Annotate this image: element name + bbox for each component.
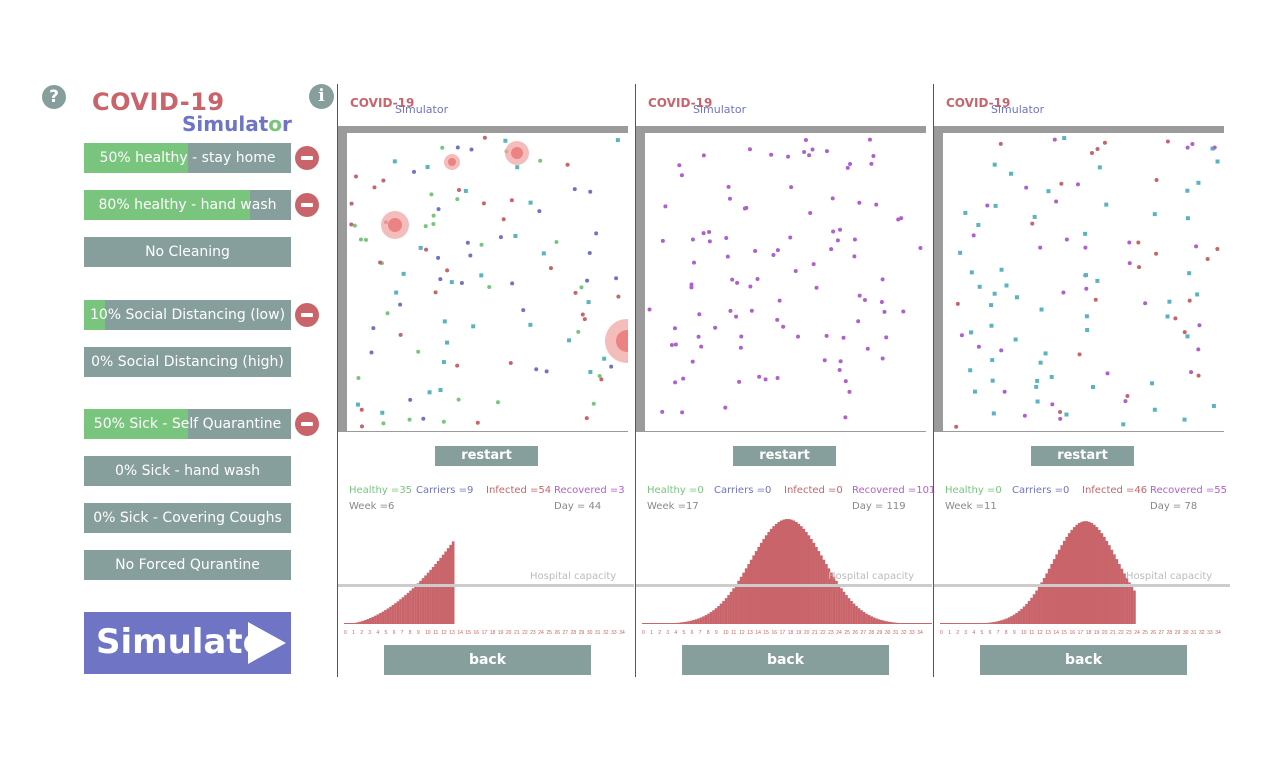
carriers-count: Carriers =9 (416, 485, 474, 496)
hospital-capacity-label: Hospital capacity (828, 571, 915, 582)
simulation-panel-3: COVID-19 Simulator restart Healthy =0 Carrie… (934, 84, 1230, 677)
help-icon[interactable]: ? (42, 85, 66, 109)
day-count: Day = 119 (852, 501, 906, 512)
histogram-axis: 0 1 2 3 4 5 6 7 8 9 10 11 12 13 14 15 16 17 18 19 20 21 22 23 24… (940, 630, 1221, 636)
infection-histogram (344, 541, 455, 624)
play-icon (248, 622, 286, 664)
restart-button[interactable]: restart (733, 446, 836, 466)
recovered-count: Recovered =3 (554, 485, 625, 496)
remove-control-icon[interactable] (295, 412, 319, 436)
control-fill (84, 300, 105, 330)
remove-control-icon[interactable] (295, 303, 319, 327)
back-button[interactable]: back (980, 645, 1187, 675)
simulation-panel-1: COVID-19 Simulator restart Healthy =35 Carri… (338, 84, 634, 677)
hospital-capacity-label: Hospital capacity (530, 571, 617, 582)
healthy-count: Healthy =0 (945, 485, 1002, 496)
control-label: 10% Social Distancing (low) (89, 307, 286, 323)
week-count: Week =17 (647, 501, 699, 512)
histogram-axis: 0 1 2 3 4 5 6 7 8 9 10 11 12 13 14 15 16 17 18 19 20 21 22 23 24… (642, 630, 923, 636)
control-button-5[interactable]: 0% Social Distancing (high) (84, 347, 291, 377)
simulation-arena (934, 126, 1224, 432)
back-button[interactable]: back (384, 645, 591, 675)
hospital-capacity-line (338, 584, 634, 587)
panel-logo: COVID-19 Simulator (350, 96, 449, 116)
app-logo: COVID-19 Simulator (92, 88, 292, 138)
info-icon[interactable]: i (309, 84, 334, 109)
infected-count: Infected =46 (1082, 485, 1148, 496)
day-count: Day = 78 (1150, 501, 1198, 512)
control-label: No Cleaning (145, 244, 230, 260)
control-button-7[interactable]: 0% Sick - hand wash (84, 456, 291, 486)
back-button[interactable]: back (682, 645, 889, 675)
hospital-capacity-line (636, 584, 932, 587)
simulation-panel-2: COVID-19 Simulator restart Healthy =0 Carrie… (636, 84, 936, 677)
control-fill (84, 143, 188, 173)
remove-control-icon[interactable] (295, 193, 319, 217)
divider (933, 84, 934, 677)
control-label: 0% Social Distancing (high) (91, 354, 284, 370)
recovered-count: Recovered =101 (852, 485, 936, 496)
day-count: Day = 44 (554, 501, 602, 512)
control-button-4[interactable]: 10% Social Distancing (low) (84, 300, 291, 330)
simulate-button[interactable]: Simulate (84, 612, 291, 674)
control-fill (84, 190, 250, 220)
control-button-2[interactable]: 80% healthy - hand wash (84, 190, 291, 220)
control-label: 0% Sick - Covering Coughs (93, 510, 282, 526)
control-button-1[interactable]: 50% healthy - stay home (84, 143, 291, 173)
panel-logo: COVID-19 Simulator (648, 96, 747, 116)
histogram-axis: 0 1 2 3 4 5 6 7 8 9 10 11 12 13 14 15 16 17 18 19 20 21 22 23 24… (344, 630, 625, 636)
simulation-arena (636, 126, 926, 432)
divider (635, 84, 636, 677)
week-count: Week =6 (349, 501, 395, 512)
control-button-6[interactable]: 50% Sick - Self Quarantine (84, 409, 291, 439)
control-button-3[interactable]: No Cleaning (84, 237, 291, 267)
hospital-capacity-line (934, 584, 1230, 587)
control-label: 50% Sick - Self Quarantine (93, 416, 282, 432)
control-label: 50% healthy - stay home (99, 150, 276, 166)
control-label: No Forced Qurantine (115, 557, 260, 573)
healthy-count: Healthy =0 (647, 485, 704, 496)
carriers-count: Carriers =0 (714, 485, 772, 496)
panel-logo: COVID-19 Simulator (946, 96, 1045, 116)
simulate-label: Simulate (96, 622, 266, 662)
control-label: 80% healthy - hand wash (98, 197, 277, 213)
recovered-count: Recovered =55 (1150, 485, 1228, 496)
control-button-8[interactable]: 0% Sick - Covering Coughs (84, 503, 291, 533)
logo-covid-text: COVID-19 (92, 88, 225, 116)
restart-button[interactable]: restart (435, 446, 538, 466)
week-count: Week =11 (945, 501, 997, 512)
control-label: 0% Sick - hand wash (114, 463, 261, 479)
control-button-9[interactable]: No Forced Qurantine (84, 550, 291, 580)
restart-button[interactable]: restart (1031, 446, 1134, 466)
infected-count: Infected =54 (486, 485, 552, 496)
control-fill (84, 409, 188, 439)
infection-histogram (940, 521, 1136, 624)
logo-simulator-text: Simulator (182, 112, 292, 136)
simulation-arena (338, 126, 628, 432)
carriers-count: Carriers =0 (1012, 485, 1070, 496)
remove-control-icon[interactable] (295, 146, 319, 170)
infection-histogram (642, 519, 932, 624)
healthy-count: Healthy =35 (349, 485, 413, 496)
hospital-capacity-label: Hospital capacity (1126, 571, 1213, 582)
infected-count: Infected =0 (784, 485, 843, 496)
divider (337, 84, 338, 677)
